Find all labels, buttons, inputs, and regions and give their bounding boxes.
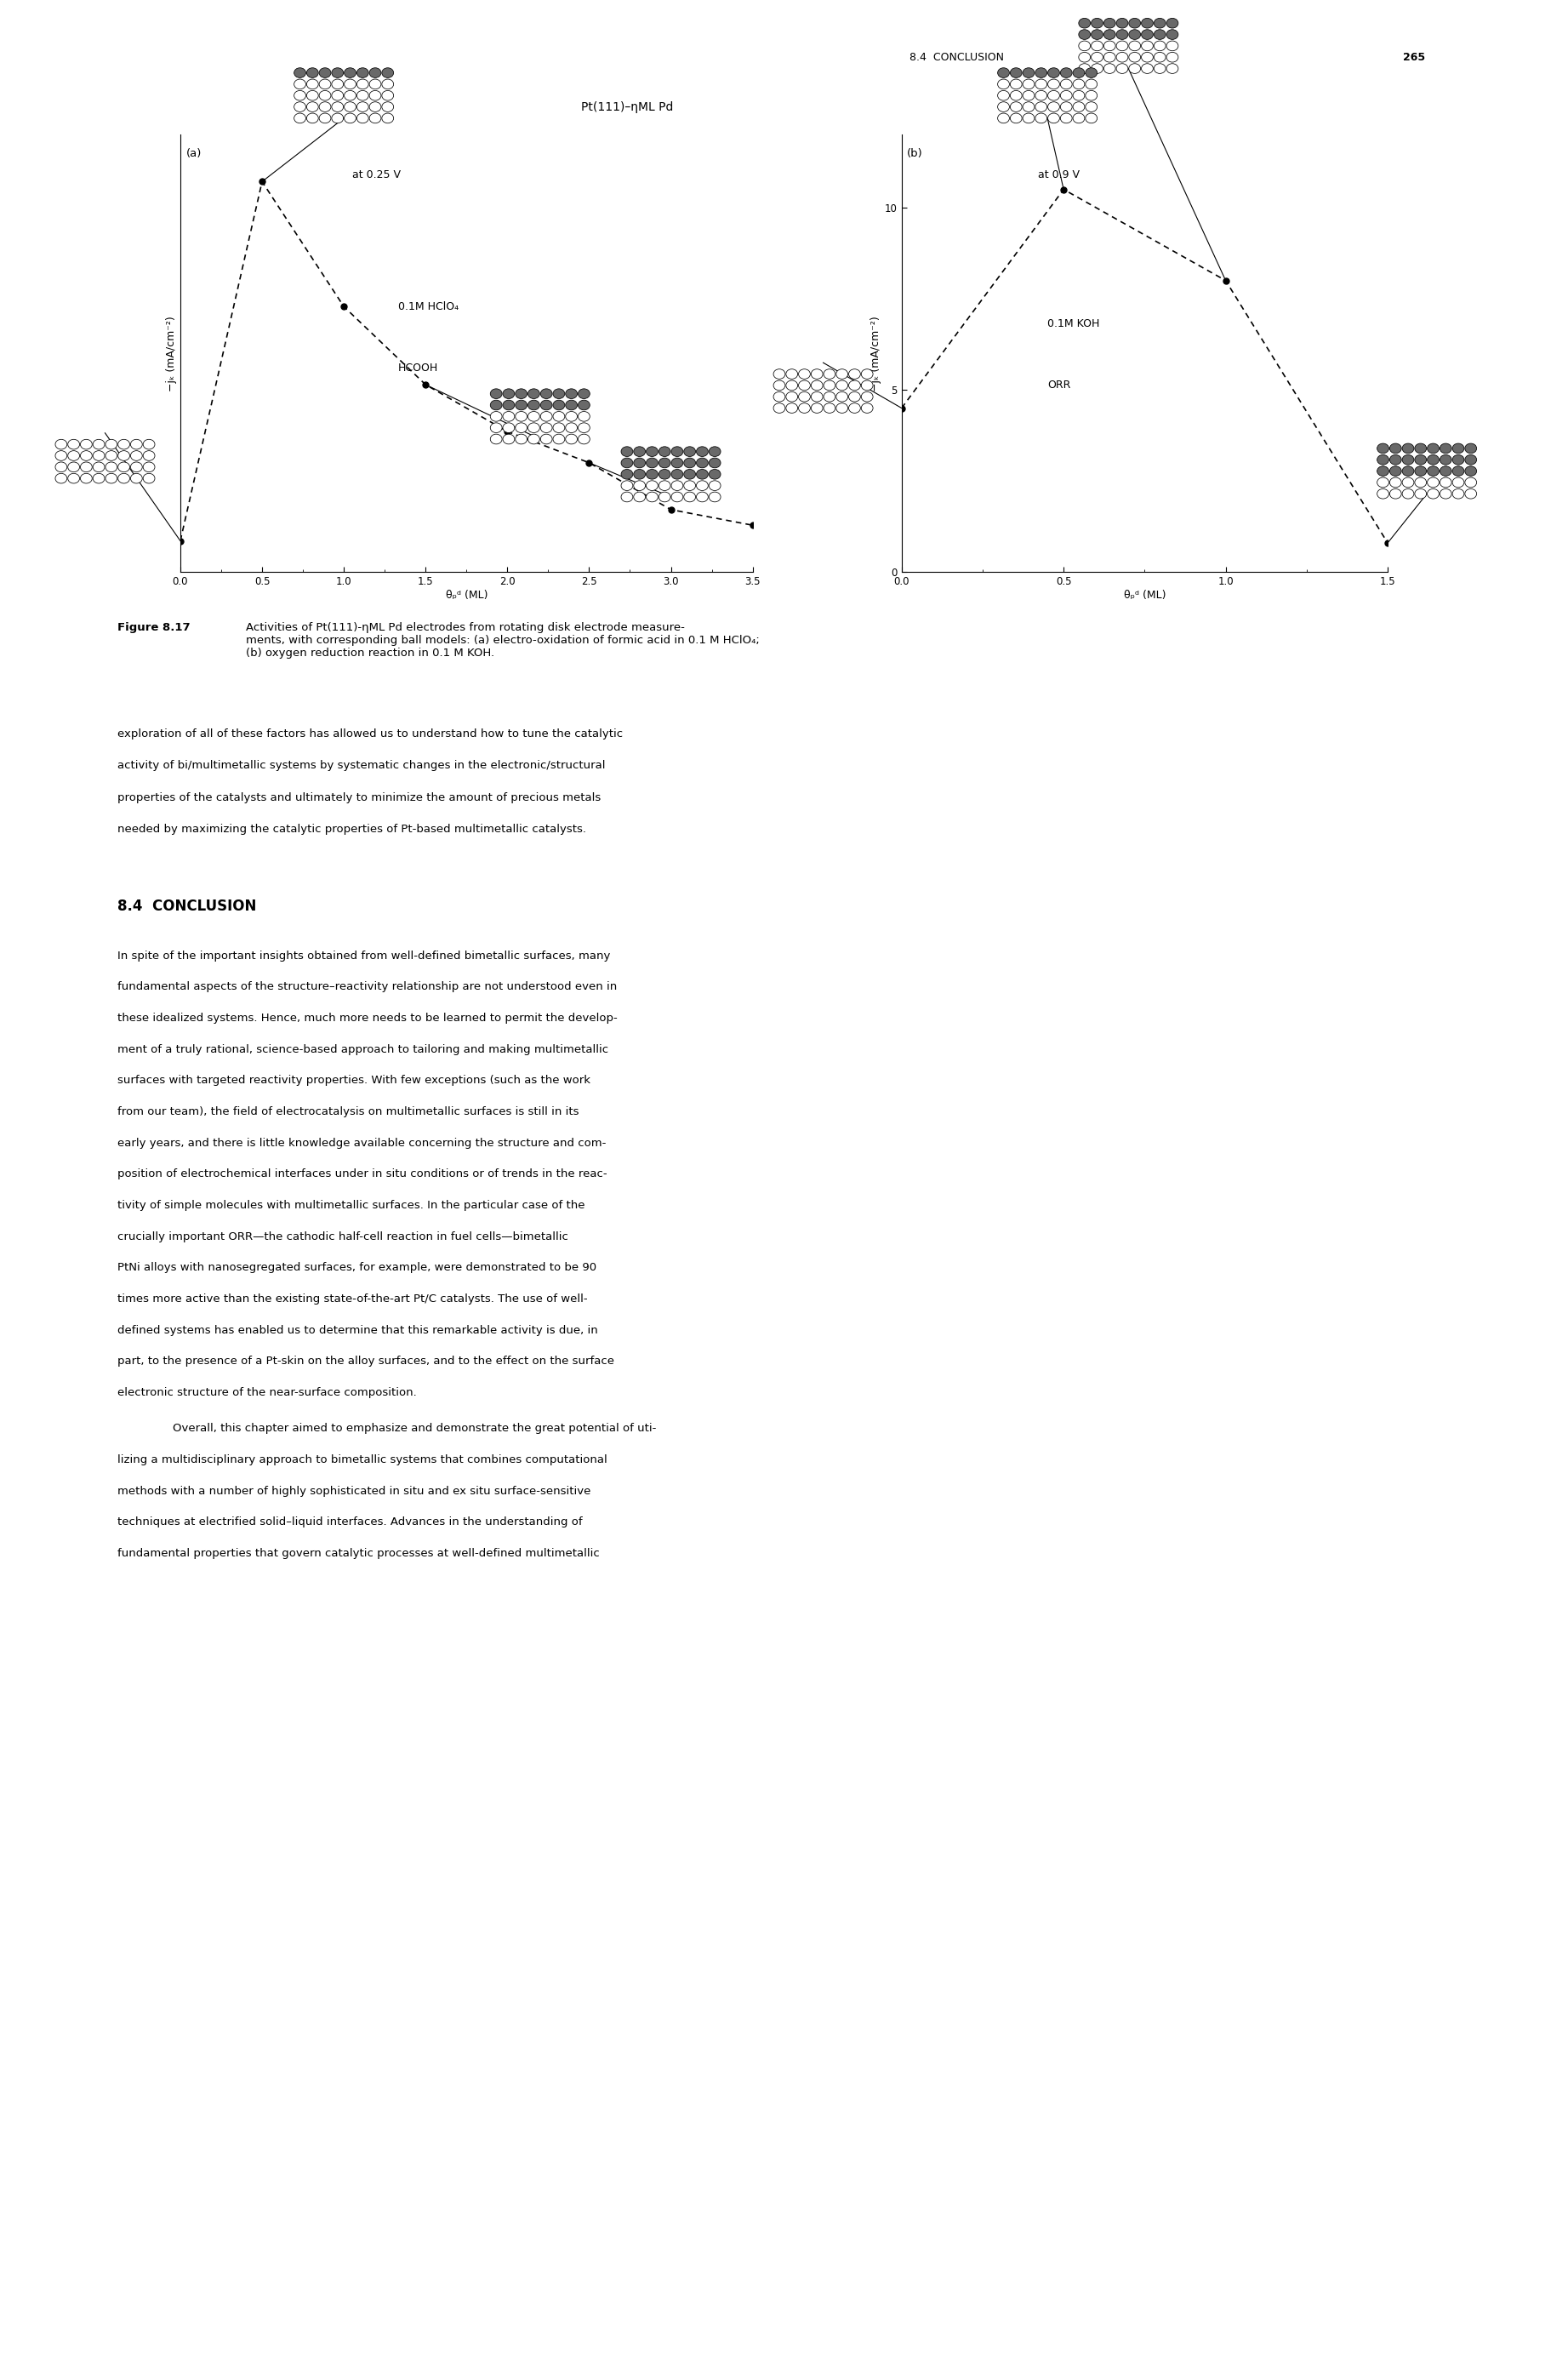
Text: (a): (a)	[187, 149, 202, 158]
Text: electronic structure of the near-surface composition.: electronic structure of the near-surface…	[118, 1388, 417, 1397]
Text: Figure 8.17: Figure 8.17	[118, 622, 190, 634]
Text: In spite of the important insights obtained from well-defined bimetallic surface: In spite of the important insights obtai…	[118, 950, 610, 962]
Text: ORR: ORR	[1047, 381, 1071, 390]
Text: these idealized systems. Hence, much more needs to be learned to permit the deve: these idealized systems. Hence, much mor…	[118, 1012, 618, 1024]
Text: lizing a multidisciplinary approach to bimetallic systems that combines computat: lizing a multidisciplinary approach to b…	[118, 1454, 607, 1466]
Text: part, to the presence of a Pt-skin on the alloy surfaces, and to the effect on t: part, to the presence of a Pt-skin on th…	[118, 1357, 615, 1366]
Text: exploration of all of these factors has allowed us to understand how to tune the: exploration of all of these factors has …	[118, 728, 622, 740]
Text: properties of the catalysts and ultimately to minimize the amount of precious me: properties of the catalysts and ultimate…	[118, 792, 601, 804]
Text: ment of a truly rational, science-based approach to tailoring and making multime: ment of a truly rational, science-based …	[118, 1045, 608, 1054]
Text: PtNi alloys with nanosegregated surfaces, for example, were demonstrated to be 9: PtNi alloys with nanosegregated surfaces…	[118, 1262, 597, 1274]
Text: 8.4  CONCLUSION: 8.4 CONCLUSION	[118, 898, 257, 913]
Text: 8.4  CONCLUSION: 8.4 CONCLUSION	[909, 52, 1004, 64]
Text: at 0.9 V: at 0.9 V	[1038, 170, 1079, 180]
Text: techniques at electrified solid–liquid interfaces. Advances in the understanding: techniques at electrified solid–liquid i…	[118, 1518, 583, 1527]
Text: 0.1M KOH: 0.1M KOH	[1047, 319, 1099, 329]
Text: from our team), the field of electrocatalysis on multimetallic surfaces is still: from our team), the field of electrocata…	[118, 1106, 579, 1118]
Text: position of electrochemical interfaces under in situ conditions or of trends in : position of electrochemical interfaces u…	[118, 1168, 607, 1180]
Text: times more active than the existing state-of-the-art Pt/C catalysts. The use of : times more active than the existing stat…	[118, 1293, 588, 1305]
Text: methods with a number of highly sophisticated in situ and ex situ surface-sensit: methods with a number of highly sophisti…	[118, 1485, 591, 1496]
Text: needed by maximizing the catalytic properties of Pt-based multimetallic catalyst: needed by maximizing the catalytic prope…	[118, 825, 586, 834]
Text: defined systems has enabled us to determine that this remarkable activity is due: defined systems has enabled us to determ…	[118, 1324, 597, 1336]
Text: 265: 265	[1403, 52, 1425, 64]
Text: crucially important ORR—the cathodic half-cell reaction in fuel cells—bimetallic: crucially important ORR—the cathodic hal…	[118, 1232, 569, 1241]
Text: activity of bi/multimetallic systems by systematic changes in the electronic/str: activity of bi/multimetallic systems by …	[118, 761, 605, 771]
Text: 0.1M HClO₄: 0.1M HClO₄	[398, 300, 458, 312]
Text: early years, and there is little knowledge available concerning the structure an: early years, and there is little knowled…	[118, 1137, 607, 1149]
Text: Pt(111)–ηML Pd: Pt(111)–ηML Pd	[582, 102, 673, 113]
X-axis label: θₚᵈ (ML): θₚᵈ (ML)	[1124, 589, 1165, 600]
Text: at 0.25 V: at 0.25 V	[353, 170, 400, 180]
X-axis label: θₚᵈ (ML): θₚᵈ (ML)	[445, 589, 488, 600]
Text: fundamental aspects of the structure–reactivity relationship are not understood : fundamental aspects of the structure–rea…	[118, 981, 618, 993]
Y-axis label: −jₖ (mA/cm⁻²): −jₖ (mA/cm⁻²)	[166, 317, 177, 390]
Y-axis label: −jₖ (mA/cm⁻²): −jₖ (mA/cm⁻²)	[870, 317, 881, 390]
Text: tivity of simple molecules with multimetallic surfaces. In the particular case o: tivity of simple molecules with multimet…	[118, 1201, 585, 1210]
Text: Activities of Pt(111)-ηML Pd electrodes from rotating disk electrode measure-
me: Activities of Pt(111)-ηML Pd electrodes …	[246, 622, 760, 657]
Text: HCOOH: HCOOH	[398, 362, 437, 374]
Text: (b): (b)	[906, 149, 922, 158]
Text: Overall, this chapter aimed to emphasize and demonstrate the great potential of : Overall, this chapter aimed to emphasize…	[172, 1423, 655, 1435]
Text: surfaces with targeted reactivity properties. With few exceptions (such as the w: surfaces with targeted reactivity proper…	[118, 1076, 591, 1085]
Text: fundamental properties that govern catalytic processes at well-defined multimeta: fundamental properties that govern catal…	[118, 1548, 601, 1558]
